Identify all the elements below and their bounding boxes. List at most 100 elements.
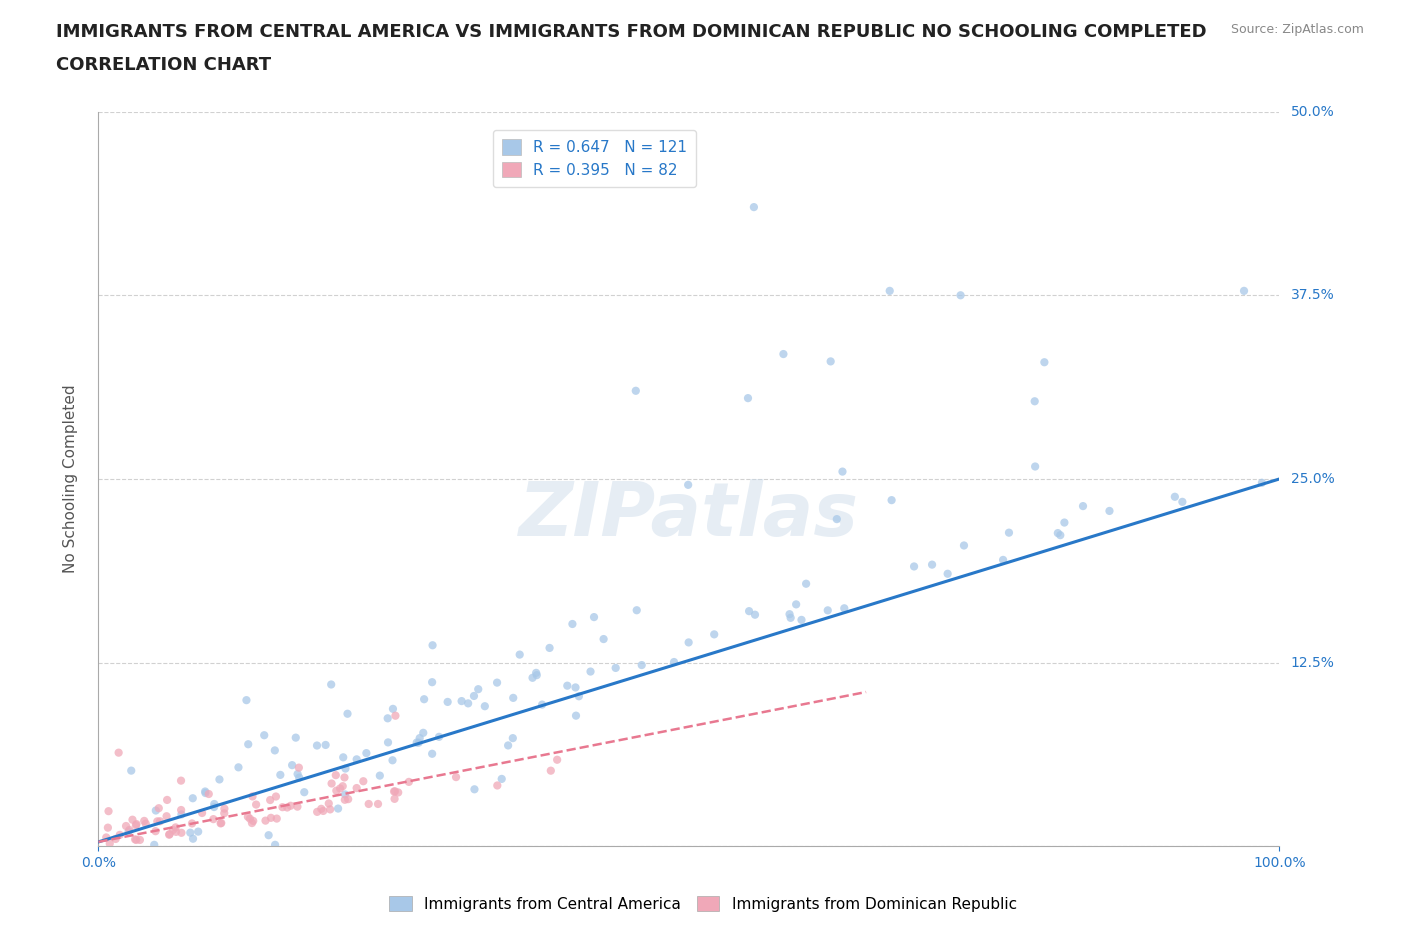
Point xyxy=(444,770,467,785)
Point xyxy=(242,789,264,804)
Point xyxy=(879,284,901,299)
Point xyxy=(235,693,257,708)
Point xyxy=(582,610,605,625)
Point xyxy=(97,820,120,835)
Point xyxy=(264,837,287,852)
Point xyxy=(794,577,817,591)
Point xyxy=(381,701,404,716)
Point xyxy=(1251,475,1274,490)
Point xyxy=(561,617,583,631)
Point xyxy=(143,837,166,852)
Point xyxy=(326,801,349,816)
Point xyxy=(564,680,586,695)
Point xyxy=(467,682,489,697)
Point xyxy=(170,825,193,840)
Point xyxy=(165,824,187,839)
Point xyxy=(1024,459,1046,474)
Point xyxy=(335,761,357,776)
Point xyxy=(149,814,172,829)
Text: 50.0%: 50.0% xyxy=(1291,104,1334,119)
Point xyxy=(120,764,142,778)
Point xyxy=(329,781,352,796)
Point xyxy=(626,603,648,618)
Point xyxy=(333,787,356,802)
Point xyxy=(155,809,177,824)
Point xyxy=(245,797,267,812)
Point xyxy=(228,760,250,775)
Point xyxy=(179,825,201,840)
Point xyxy=(772,347,794,362)
Point xyxy=(96,830,118,844)
Point xyxy=(121,812,143,827)
Point xyxy=(269,767,291,782)
Point xyxy=(325,767,347,782)
Point xyxy=(1164,489,1187,504)
Point xyxy=(357,796,380,811)
Point xyxy=(779,610,801,625)
Point xyxy=(118,822,141,837)
Point xyxy=(264,789,287,804)
Point xyxy=(502,731,524,746)
Point xyxy=(181,816,204,830)
Point xyxy=(162,822,184,837)
Point xyxy=(738,604,761,618)
Point xyxy=(368,768,391,783)
Point xyxy=(146,814,169,829)
Point xyxy=(524,666,547,681)
Point xyxy=(240,816,263,830)
Point xyxy=(346,780,368,795)
Point xyxy=(676,477,699,492)
Point xyxy=(332,750,354,764)
Point xyxy=(779,606,801,621)
Point xyxy=(422,638,444,653)
Point xyxy=(384,791,406,806)
Point xyxy=(1046,525,1069,540)
Text: 37.5%: 37.5% xyxy=(1291,288,1334,302)
Point xyxy=(309,802,332,817)
Point xyxy=(352,774,374,789)
Point xyxy=(531,698,554,712)
Point xyxy=(209,816,232,830)
Point xyxy=(356,746,378,761)
Point xyxy=(820,354,842,369)
Point xyxy=(420,747,443,762)
Point xyxy=(538,641,561,656)
Point xyxy=(321,677,343,692)
Point xyxy=(257,828,280,843)
Point xyxy=(125,832,148,847)
Point xyxy=(785,597,807,612)
Point xyxy=(170,773,193,788)
Point xyxy=(1053,515,1076,530)
Point xyxy=(496,738,519,753)
Point xyxy=(333,770,356,785)
Point xyxy=(624,383,647,398)
Point xyxy=(117,824,139,839)
Point xyxy=(194,784,217,799)
Point xyxy=(387,785,409,800)
Point xyxy=(191,805,214,820)
Point xyxy=(263,743,285,758)
Point xyxy=(953,538,976,553)
Point xyxy=(405,735,427,750)
Point xyxy=(319,802,342,817)
Point xyxy=(287,766,309,781)
Point xyxy=(135,817,157,831)
Point xyxy=(266,811,288,826)
Point xyxy=(318,796,340,811)
Point xyxy=(436,695,458,710)
Point xyxy=(197,787,219,802)
Point xyxy=(194,786,217,801)
Point xyxy=(181,790,204,805)
Point xyxy=(744,607,766,622)
Point xyxy=(148,801,170,816)
Point xyxy=(408,731,430,746)
Point xyxy=(284,730,307,745)
Point xyxy=(202,800,225,815)
Point xyxy=(165,820,187,835)
Point xyxy=(412,725,434,740)
Point xyxy=(384,709,406,724)
Point xyxy=(202,797,225,812)
Point xyxy=(565,709,588,724)
Point xyxy=(486,675,509,690)
Point xyxy=(742,200,765,215)
